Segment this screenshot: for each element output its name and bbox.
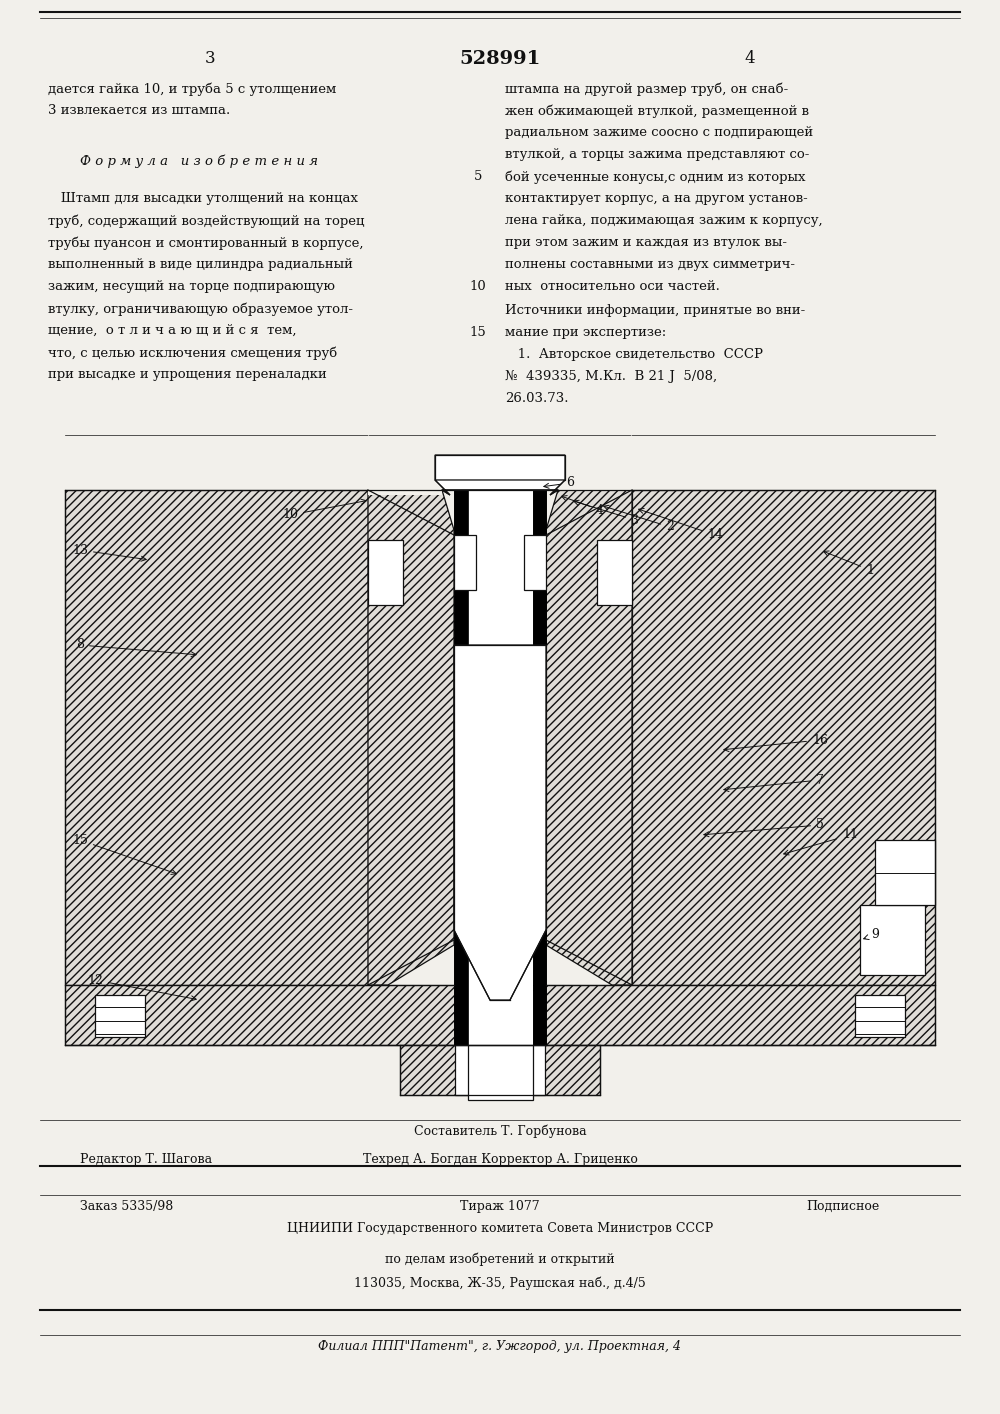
Text: втулкой, а торцы зажима представляют со-: втулкой, а торцы зажима представляют со-: [505, 148, 809, 161]
Text: лена гайка, поджимающая зажим к корпусу,: лена гайка, поджимающая зажим к корпусу,: [505, 214, 823, 228]
Text: 1.  Авторское свидетельство  СССР: 1. Авторское свидетельство СССР: [505, 348, 763, 361]
Text: Подписное: Подписное: [807, 1200, 880, 1213]
Text: 13: 13: [72, 543, 146, 561]
Polygon shape: [400, 1045, 600, 1094]
Text: ных  относительно оси частей.: ных относительно оси частей.: [505, 280, 720, 293]
Polygon shape: [454, 491, 546, 986]
Text: Редактор Т. Шагова: Редактор Т. Шагова: [80, 1152, 212, 1167]
Text: 9: 9: [864, 929, 879, 942]
Text: 3: 3: [574, 501, 639, 526]
Text: что, с целью исключения смещения труб: что, с целью исключения смещения труб: [48, 346, 337, 359]
Text: втулку, ограничивающую образуемое утол-: втулку, ограничивающую образуемое утол-: [48, 303, 353, 315]
Polygon shape: [95, 995, 145, 1036]
Text: щение,  о т л и ч а ю щ и й с я  тем,: щение, о т л и ч а ю щ и й с я тем,: [48, 324, 296, 337]
Text: 3 извлекается из штампа.: 3 извлекается из штампа.: [48, 105, 230, 117]
Text: 113035, Москва, Ж-35, Раушская наб., д.4/5: 113035, Москва, Ж-35, Раушская наб., д.4…: [354, 1277, 646, 1291]
Text: бой усеченные конусы,с одним из которых: бой усеченные конусы,с одним из которых: [505, 170, 806, 184]
Text: жен обжимающей втулкой, размещенной в: жен обжимающей втулкой, размещенной в: [505, 105, 809, 117]
Text: контактирует корпус, а на другом установ-: контактирует корпус, а на другом установ…: [505, 192, 808, 205]
Polygon shape: [632, 491, 935, 986]
Polygon shape: [860, 905, 925, 976]
Text: 3: 3: [205, 49, 215, 66]
Text: Филиал ППП"Патент", г. Ужгород, ул. Проектная, 4: Филиал ППП"Патент", г. Ужгород, ул. Прое…: [318, 1340, 682, 1353]
Polygon shape: [460, 990, 540, 1045]
Text: Ф о р м у л а   и з о б р е т е н и я: Ф о р м у л а и з о б р е т е н и я: [80, 156, 318, 168]
Polygon shape: [875, 840, 935, 905]
Polygon shape: [533, 491, 546, 1045]
Text: дается гайка 10, и труба 5 с утолщением: дается гайка 10, и труба 5 с утолщением: [48, 82, 336, 96]
Text: по делам изобретений и открытий: по делам изобретений и открытий: [385, 1251, 615, 1266]
Polygon shape: [435, 479, 565, 495]
Text: 4: 4: [745, 49, 755, 66]
Polygon shape: [368, 436, 442, 491]
Text: ЦНИИПИ Государственного комитета Совета Министров СССР: ЦНИИПИ Государственного комитета Совета …: [287, 1222, 713, 1234]
Text: трубы пуансон и смонтированный в корпусе,: трубы пуансон и смонтированный в корпусе…: [48, 236, 364, 249]
Polygon shape: [597, 540, 632, 605]
Text: полнены составными из двух симметрич-: полнены составными из двух симметрич-: [505, 257, 795, 271]
Text: №  439335, М.Кл.  В 21 J  5/08,: № 439335, М.Кл. В 21 J 5/08,: [505, 370, 717, 383]
Polygon shape: [855, 995, 905, 1036]
Text: зажим, несущий на торце подпирающую: зажим, несущий на торце подпирающую: [48, 280, 335, 293]
Text: 10: 10: [282, 499, 366, 522]
Text: 15: 15: [470, 327, 486, 339]
Text: 7: 7: [724, 773, 824, 792]
Text: Составитель Т. Горбунова: Составитель Т. Горбунова: [414, 1126, 586, 1138]
Text: 12: 12: [87, 973, 196, 1001]
Polygon shape: [558, 436, 632, 491]
Text: радиальном зажиме соосно с подпирающей: радиальном зажиме соосно с подпирающей: [505, 126, 813, 139]
Text: мание при экспертизе:: мание при экспертизе:: [505, 327, 666, 339]
Polygon shape: [455, 1045, 545, 1094]
Text: 5: 5: [474, 170, 482, 182]
Text: 2: 2: [604, 505, 674, 533]
Text: Источники информации, принятые во вни-: Источники информации, принятые во вни-: [505, 304, 805, 317]
Text: при высадке и упрощения переналадки: при высадке и упрощения переналадки: [48, 368, 327, 380]
Text: Техред А. Богдан Корректор А. Гриценко: Техред А. Богдан Корректор А. Гриценко: [363, 1152, 637, 1167]
Polygon shape: [454, 491, 468, 1045]
Text: труб, содержащий воздействующий на торец: труб, содержащий воздействующий на торец: [48, 214, 364, 228]
Text: Тираж 1077: Тираж 1077: [460, 1200, 540, 1213]
Polygon shape: [65, 986, 935, 1045]
Text: 15: 15: [72, 833, 176, 874]
Polygon shape: [546, 491, 632, 986]
Polygon shape: [454, 645, 546, 1000]
Polygon shape: [368, 491, 454, 986]
Polygon shape: [65, 491, 368, 986]
Text: Штамп для высадки утолщений на концах: Штамп для высадки утолщений на концах: [48, 192, 358, 205]
Text: 1: 1: [824, 551, 874, 577]
Text: 16: 16: [724, 734, 828, 752]
Text: при этом зажим и каждая из втулок вы-: при этом зажим и каждая из втулок вы-: [505, 236, 787, 249]
Text: 528991: 528991: [459, 49, 541, 68]
Text: выполненный в виде цилиндра радиальный: выполненный в виде цилиндра радиальный: [48, 257, 353, 271]
Text: 26.03.73.: 26.03.73.: [505, 392, 568, 404]
Text: 6: 6: [544, 477, 574, 489]
Text: Заказ 5335/98: Заказ 5335/98: [80, 1200, 173, 1213]
Polygon shape: [454, 534, 476, 590]
Text: 11: 11: [784, 829, 858, 855]
Polygon shape: [435, 455, 565, 479]
Text: 10: 10: [470, 280, 486, 293]
Polygon shape: [533, 491, 546, 1045]
Polygon shape: [468, 1045, 533, 1100]
Polygon shape: [468, 491, 533, 1045]
Polygon shape: [368, 491, 442, 495]
Polygon shape: [524, 534, 546, 590]
Text: 8: 8: [76, 639, 196, 656]
Text: 5: 5: [704, 819, 824, 837]
Polygon shape: [368, 540, 403, 605]
Text: штампа на другой размер труб, он снаб-: штампа на другой размер труб, он снаб-: [505, 82, 788, 96]
Polygon shape: [454, 491, 468, 1045]
Text: 14: 14: [639, 509, 723, 542]
Text: 4: 4: [562, 496, 604, 516]
